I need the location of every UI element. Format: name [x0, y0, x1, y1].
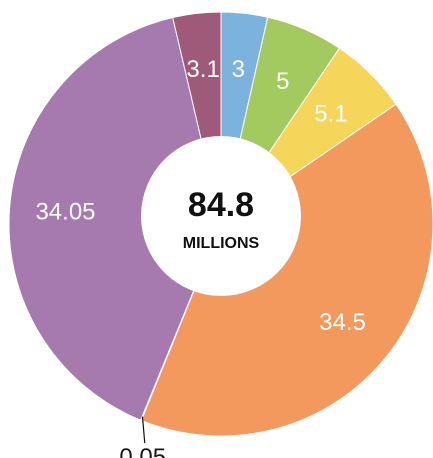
slice-label-1: 5: [276, 68, 289, 95]
slice-label-2: 5.1: [314, 100, 347, 127]
center-unit-label: MILLIONS: [183, 235, 260, 252]
slice-label-0: 3: [232, 56, 245, 83]
slice-label-3: 34.5: [319, 309, 366, 336]
pie-slice-5: [8, 16, 222, 421]
leader-line-4: [141, 416, 146, 444]
pie-slice-3: [140, 103, 433, 437]
slice-label-5: 34.05: [35, 199, 95, 226]
slice-labels: 3 5 5.1 34.5 0.05 34.05 3.1: [35, 56, 365, 458]
leader-lines: [141, 416, 146, 444]
center-total-value: 84.8: [188, 186, 254, 224]
slice-label-6: 3.1: [186, 56, 219, 83]
donut-hole: [141, 136, 301, 296]
slice-label-4: 0.05: [119, 444, 166, 458]
